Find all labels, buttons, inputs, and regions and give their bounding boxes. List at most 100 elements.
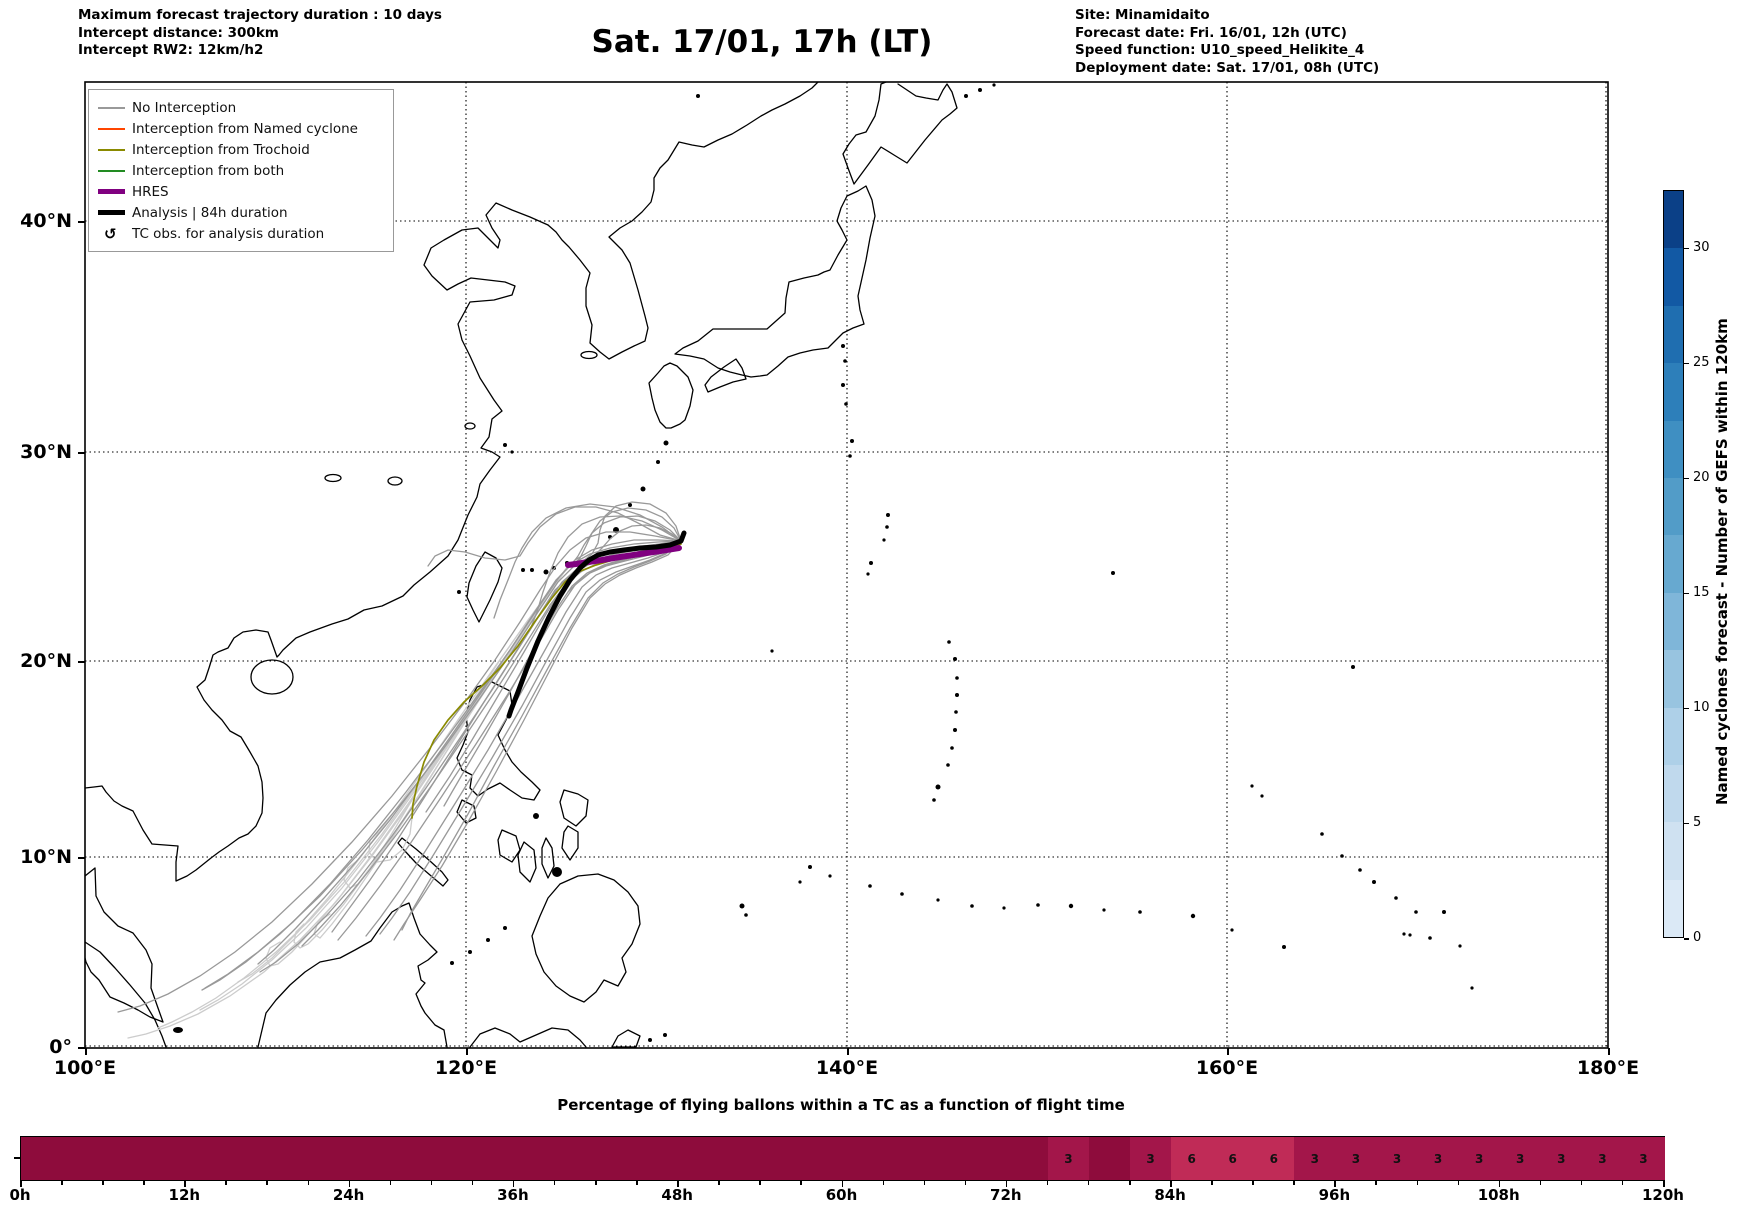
colorbar-segment — [1664, 363, 1683, 421]
bin-value-label: 3 — [1351, 1151, 1361, 1166]
flight-time-bin — [1130, 1137, 1172, 1180]
legend-line-swatch — [98, 210, 132, 215]
flight-time-bin — [390, 1137, 433, 1180]
x-axis-tickmark — [466, 1048, 468, 1055]
colorbar-segment — [1664, 248, 1683, 306]
intercept-rw2-text: Intercept RW2: 12km/h2 — [78, 42, 264, 58]
lake-poyang — [387, 476, 403, 486]
y-axis-tickmark — [78, 857, 85, 859]
coast-luzon — [456, 681, 541, 801]
legend-item-label: Interception from Named cyclone — [132, 120, 358, 137]
max-duration-text: Maximum forecast trajectory duration : 1… — [78, 7, 442, 23]
flight-time-bin — [842, 1137, 885, 1180]
x-axis-tick-label: 180°E — [1576, 1057, 1640, 1079]
deployment-date-text: Deployment date: Sat. 17/01, 08h (UTC) — [1075, 59, 1380, 76]
flight-time-bin — [349, 1137, 392, 1180]
flight-time-bin — [1171, 1137, 1213, 1180]
legend-item-3: Interception from both — [98, 160, 384, 181]
flight-time-bin — [554, 1137, 597, 1180]
colorbar-segment — [1664, 592, 1683, 651]
colorbar-tick-label: 0 — [1693, 930, 1702, 945]
bottom-axis-tickmark — [1539, 1180, 1542, 1185]
colorbar-tickmark — [1684, 822, 1689, 825]
bottom-axis-tickmark — [636, 1180, 638, 1185]
bottom-axis-tickmark — [266, 1180, 268, 1185]
y-axis-tick-label: 40°N — [20, 210, 72, 232]
bottom-chart-bar: 3 3 6 6 6 3 3 3 3 3 3 3 3 3 — [20, 1136, 1665, 1181]
bottom-axis-tickmark — [553, 1180, 556, 1185]
bottom-axis-tickmark — [184, 1180, 186, 1187]
bottom-axis-tickmark — [1621, 1180, 1624, 1185]
y-axis-tick-label: 10°N — [20, 846, 72, 868]
flight-time-bin — [1088, 1137, 1131, 1180]
legend-line-swatch — [98, 169, 132, 172]
flight-time-bin — [185, 1137, 228, 1180]
colorbar-tickmark — [1684, 247, 1689, 250]
bottom-axis-tickmark — [1005, 1180, 1008, 1187]
header-left-block: Maximum forecast trajectory duration : 1… — [78, 7, 442, 60]
coast-hokkaido — [842, 82, 958, 185]
colorbar-tickmark — [1684, 938, 1689, 940]
bottom-axis-tickmark — [1334, 1180, 1336, 1187]
flight-time-bin — [431, 1137, 474, 1180]
flight-time-bin — [144, 1137, 187, 1180]
bottom-axis-tickmark — [1129, 1180, 1131, 1185]
coast-honshu — [674, 185, 876, 378]
bottom-axis-tickmark — [102, 1180, 104, 1185]
trajectory-analysis — [506, 530, 687, 719]
bin-value-label: 3 — [1516, 1151, 1525, 1166]
y-axis-tick-label: 0° — [49, 1036, 72, 1058]
lake-dongting — [324, 473, 342, 483]
legend-item-label: TC obs. for analysis duration — [132, 225, 325, 242]
coast-mindanao — [531, 873, 641, 1003]
flight-time-bin — [1581, 1137, 1624, 1180]
colorbar-tick-label: 25 — [1693, 354, 1710, 370]
coast-cebu — [541, 837, 555, 879]
flight-time-bin — [1212, 1137, 1255, 1180]
bottom-axis-tick-label: 48h — [661, 1186, 693, 1204]
legend-item-label: Analysis | 84h duration — [132, 204, 288, 221]
flight-time-bin — [1294, 1137, 1337, 1180]
bottom-axis-tickmark — [1416, 1180, 1419, 1185]
bottom-axis-tickmark — [923, 1180, 926, 1185]
colorbar-segment — [1664, 477, 1683, 536]
legend-item-2: Interception from Trochoid — [98, 139, 384, 160]
bottom-axis-tickmark — [348, 1180, 351, 1187]
x-axis-tickmark — [1608, 1048, 1610, 1055]
x-axis-tickmark — [1227, 1048, 1229, 1055]
legend-item-label: No Interception — [132, 99, 237, 116]
x-axis-tickmark — [85, 1048, 87, 1055]
bottom-axis-tickmark — [143, 1180, 145, 1185]
coast-halmahera — [611, 1029, 641, 1048]
coast-china-indochina — [85, 202, 549, 882]
legend-line-swatch — [98, 148, 132, 151]
bin-value-label: 3 — [1598, 1151, 1607, 1166]
flight-time-bin — [1540, 1137, 1583, 1180]
flight-time-bin — [1335, 1137, 1378, 1180]
bottom-axis-tickmark — [1457, 1180, 1460, 1185]
bottom-axis-tickmark — [800, 1180, 802, 1185]
bottom-axis-tickmark — [677, 1180, 679, 1187]
bottom-axis-tickmark — [1046, 1180, 1049, 1185]
x-axis-tick-label: 140°E — [815, 1057, 879, 1079]
flight-time-bin — [1458, 1137, 1501, 1180]
flight-time-bin — [1622, 1137, 1665, 1180]
flight-time-bin — [267, 1137, 310, 1180]
bin-value-label: 3 — [1557, 1151, 1566, 1166]
coast-korea — [547, 82, 819, 360]
bottom-axis-tick-label: 84h — [1154, 1186, 1186, 1204]
legend-item-6: ↺ TC obs. for analysis duration — [98, 223, 384, 244]
bottom-axis-tickmark — [1580, 1180, 1583, 1185]
flight-time-bin — [1499, 1137, 1542, 1180]
y-axis-tick-label: 20°N — [20, 650, 72, 672]
bottom-axis-tick-label: 36h — [497, 1186, 529, 1204]
bin-value-label: 6 — [1269, 1151, 1278, 1166]
flight-time-bin — [472, 1137, 515, 1180]
bin-value-label: 6 — [1187, 1151, 1196, 1166]
legend-line-swatch — [98, 127, 132, 130]
forecast-date-text: Forecast date: Fri. 16/01, 12h (UTC) — [1075, 24, 1347, 41]
colorbar-tickmark — [1684, 362, 1689, 365]
colorbar-segment — [1664, 305, 1683, 364]
